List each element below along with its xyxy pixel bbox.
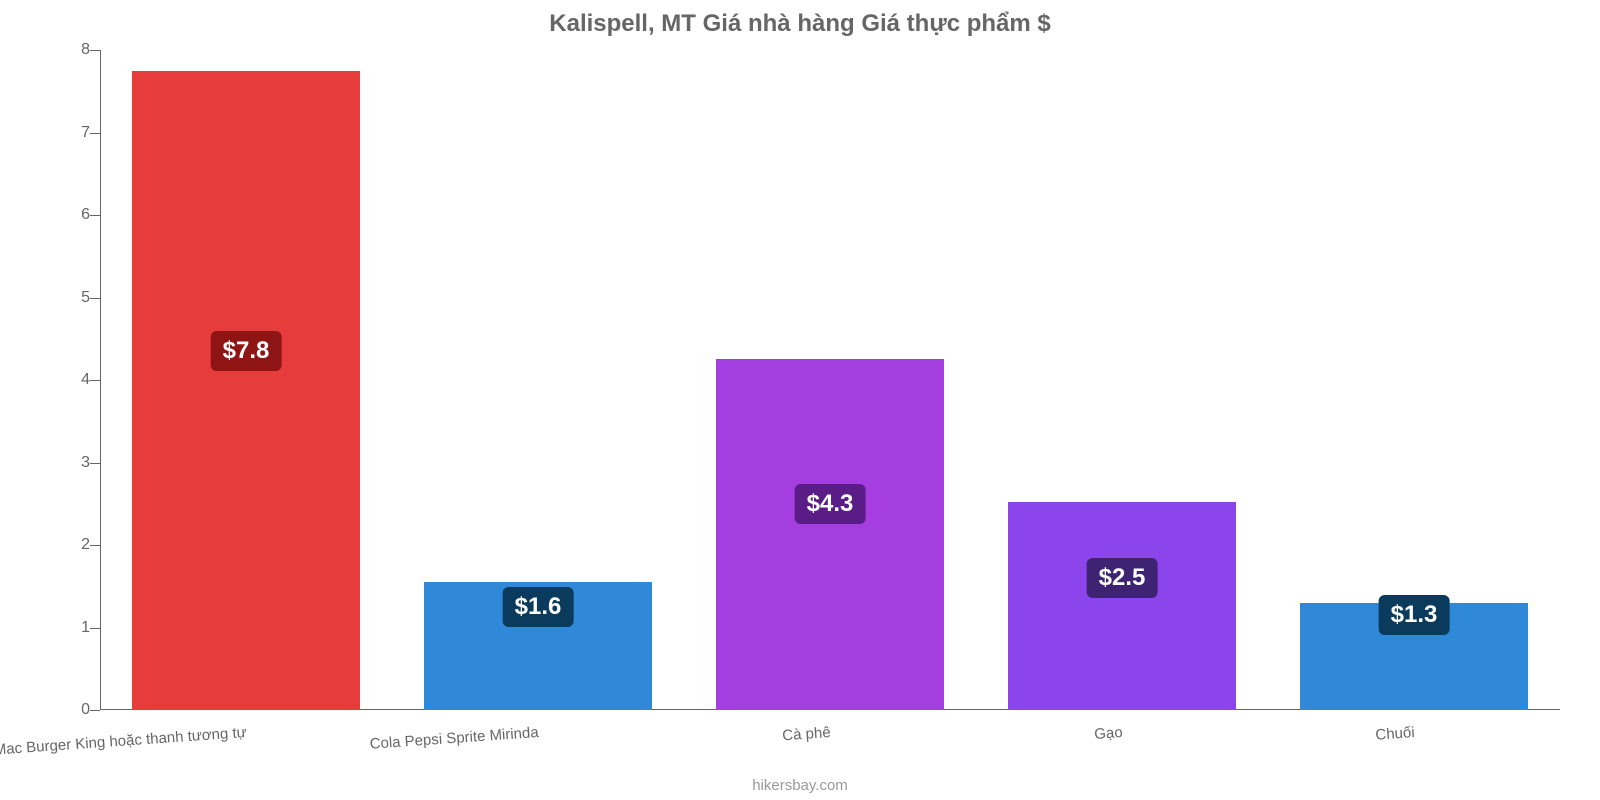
y-tick	[90, 628, 100, 629]
value-badge: $7.8	[211, 331, 282, 371]
y-axis-line	[100, 50, 101, 710]
y-tick-label: 4	[60, 371, 90, 389]
y-tick	[90, 133, 100, 134]
bar	[716, 359, 944, 710]
x-category-label: Cà phê	[782, 724, 831, 744]
value-badge: $1.3	[1379, 595, 1450, 635]
x-category-label: Chuối	[1375, 724, 1415, 744]
y-tick-label: 7	[60, 124, 90, 142]
bar-chart: Kalispell, MT Giá nhà hàng Giá thực phẩm…	[0, 0, 1600, 800]
y-tick	[90, 215, 100, 216]
x-category-label: Mac Burger King hoặc thanh tương tự	[0, 724, 247, 759]
x-category-label: Gạo	[1094, 724, 1123, 743]
value-badge: $4.3	[795, 484, 866, 524]
y-tick-label: 0	[60, 701, 90, 719]
y-tick	[90, 50, 100, 51]
value-badge: $2.5	[1087, 558, 1158, 598]
bar	[1008, 502, 1236, 710]
bar	[132, 71, 360, 710]
y-tick	[90, 545, 100, 546]
y-tick-label: 1	[60, 619, 90, 637]
value-badge: $1.6	[503, 587, 574, 627]
y-tick-label: 6	[60, 206, 90, 224]
y-tick	[90, 380, 100, 381]
x-category-label: Cola Pepsi Sprite Mirinda	[369, 724, 539, 753]
y-tick-label: 5	[60, 289, 90, 307]
plot-area: $7.8 $1.6 $4.3 $2.5 $1.3	[100, 50, 1560, 710]
chart-title: Kalispell, MT Giá nhà hàng Giá thực phẩm…	[0, 10, 1600, 38]
y-tick-label: 2	[60, 536, 90, 554]
y-tick	[90, 710, 100, 711]
y-tick	[90, 298, 100, 299]
y-tick	[90, 463, 100, 464]
y-tick-label: 3	[60, 454, 90, 472]
credit-text: hikersbay.com	[0, 777, 1600, 794]
y-tick-label: 8	[60, 41, 90, 59]
